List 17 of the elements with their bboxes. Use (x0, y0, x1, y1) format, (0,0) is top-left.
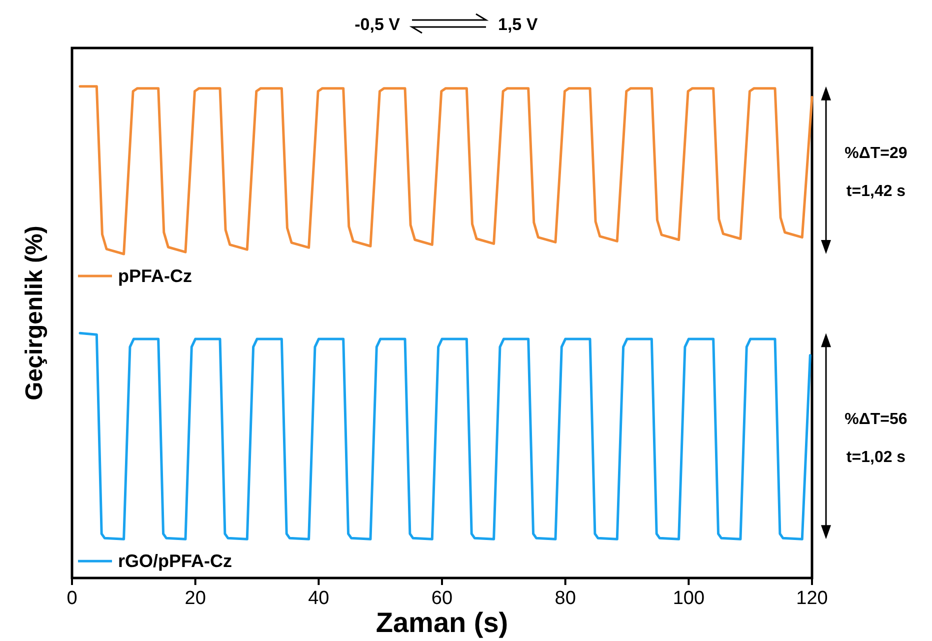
text: t=1,42 s (846, 183, 906, 200)
text: 1,5 V (498, 15, 538, 34)
legend-label: pPFA-Cz (118, 266, 192, 286)
x-tick-label: 120 (796, 588, 828, 609)
text: t=1,02 s (846, 449, 906, 466)
x-tick-label: 40 (308, 588, 330, 609)
legend-label: rGO/pPFA-Cz (118, 551, 232, 572)
x-axis-title: Zaman (s) (376, 607, 508, 638)
text: %ΔT=29 (844, 145, 908, 162)
x-tick-label: 60 (431, 588, 453, 609)
x-tick-label: 80 (554, 588, 576, 609)
x-tick-label: 100 (672, 588, 705, 609)
x-tick-label: 20 (184, 588, 206, 609)
x-tick-label: 0 (66, 588, 78, 609)
y-axis-title: Geçirgenlik (%) (21, 226, 48, 400)
text: %ΔT=56 (844, 411, 908, 428)
text: -0,5 V (354, 15, 401, 34)
